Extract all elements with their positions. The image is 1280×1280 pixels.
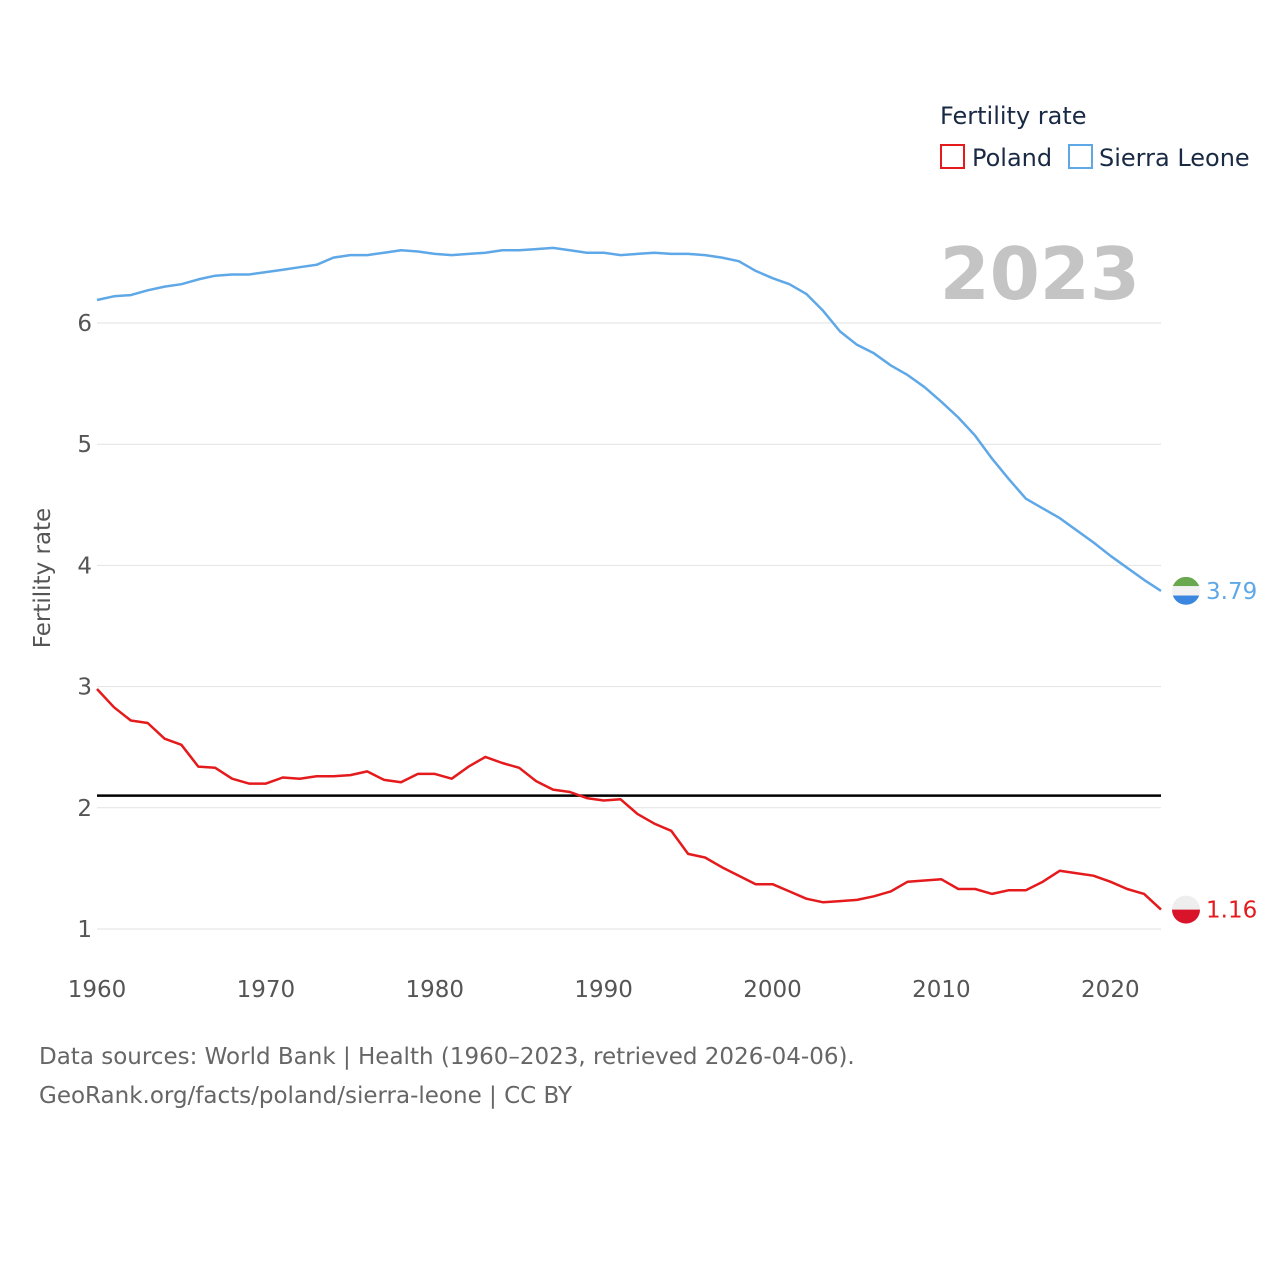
x-tick-label: 1990 [574,977,633,1003]
y-tick-label: 2 [77,796,92,822]
y-tick-label: 1 [77,917,92,943]
source-note: Data sources: World Bank | Health (1960–… [39,1044,855,1070]
legend-swatch-sierra-leone[interactable] [1068,144,1093,169]
end-label-poland: 1.16 [1206,898,1257,924]
poland-flag-icon [1172,895,1200,924]
source-link[interactable]: GeoRank.org/facts/poland/sierra-leone | … [39,1083,573,1109]
x-tick-label: 2020 [1081,977,1140,1003]
series-line-sierra-leone [96,246,1162,592]
legend-swatch-poland[interactable] [940,144,965,169]
sierra-leone-flag-icon [1172,576,1200,605]
legend-label-poland[interactable]: Poland [972,144,1052,172]
legend-title: Fertility rate [940,102,1087,130]
legend: Fertility rate Poland Sierra Leone [940,102,1250,172]
x-tick-label: 1970 [237,977,296,1003]
x-axis-ticks: 1960 1970 1980 1990 2000 2010 2020 [68,977,1140,1003]
end-label-sierra-leone: 3.79 [1206,579,1257,605]
y-tick-label: 6 [77,311,92,337]
y-tick-label: 4 [77,553,92,579]
x-tick-label: 2010 [912,977,971,1003]
y-axis-ticks: 1 2 3 4 5 6 [77,311,92,943]
grid-lines [97,322,1161,930]
current-year-label: 2023 [940,232,1140,316]
y-tick-label: 3 [77,675,92,701]
legend-label-sierra-leone[interactable]: Sierra Leone [1099,144,1250,172]
y-axis-label: Fertility rate [30,508,56,648]
y-tick-label: 5 [77,432,92,458]
x-tick-label: 2000 [743,977,802,1003]
x-tick-label: 1960 [68,977,127,1003]
x-tick-label: 1980 [406,977,465,1003]
series-line-poland [96,688,1162,911]
